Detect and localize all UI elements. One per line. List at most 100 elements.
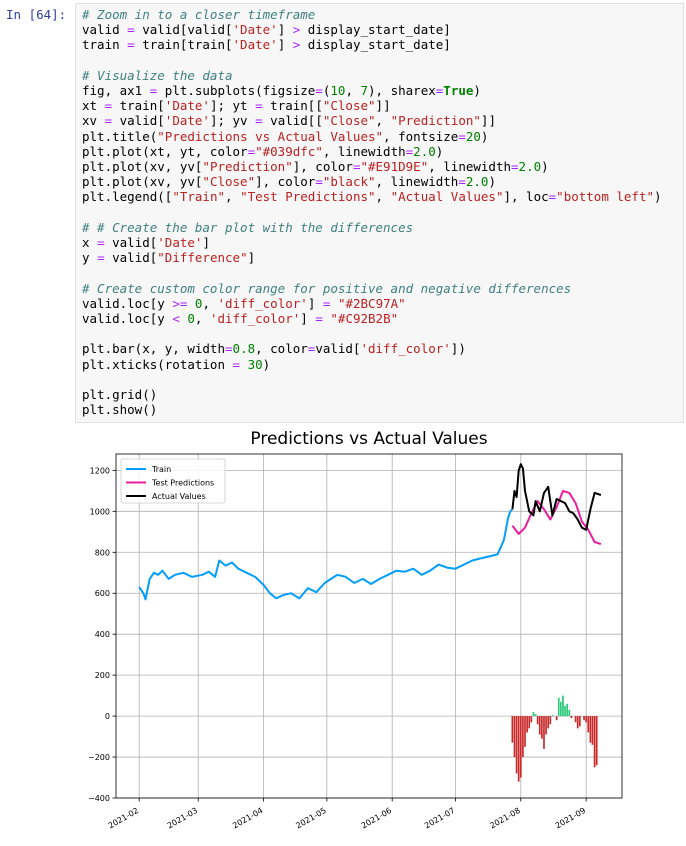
code-line: plt.plot(xv, yv["Close"], color="black",… bbox=[82, 174, 496, 189]
code-token: ], loc bbox=[503, 189, 549, 205]
difference-bar bbox=[511, 716, 514, 743]
code-token: "Predictions vs Actual Values" bbox=[157, 128, 384, 144]
code-token: "Close" bbox=[322, 98, 376, 114]
code-token: valid[[ bbox=[262, 113, 323, 129]
code-token: = bbox=[458, 128, 466, 144]
difference-bar bbox=[583, 716, 585, 721]
code-token: xv bbox=[82, 113, 105, 129]
code-token: 7 bbox=[360, 83, 369, 99]
y-tick-label: 1200 bbox=[90, 466, 110, 475]
code-line: plt.show() bbox=[82, 402, 157, 417]
code-token: plt.xticks(rotation bbox=[82, 356, 233, 372]
difference-bar bbox=[532, 712, 535, 717]
code-token: , bbox=[375, 113, 391, 129]
code-token: < bbox=[172, 311, 180, 327]
code-token: ) bbox=[262, 356, 271, 372]
code-line: x = valid['Date'] bbox=[82, 235, 210, 250]
code-line: plt.plot(xt, yt, color="#039dfc", linewi… bbox=[82, 144, 443, 159]
code-token: 2.0 bbox=[413, 143, 436, 159]
code-token: 'Date' bbox=[232, 22, 278, 38]
code-token: fig, ax1 bbox=[82, 83, 150, 99]
code-token: = bbox=[548, 189, 557, 205]
code-token: >= bbox=[172, 295, 188, 311]
x-tick-label: 2021-06 bbox=[360, 806, 393, 831]
code-token: = bbox=[255, 113, 263, 129]
code-token: plt.legend([ bbox=[82, 189, 173, 205]
code-token bbox=[187, 296, 195, 311]
y-tick-label: 0 bbox=[105, 712, 110, 721]
code-token: 'Date' bbox=[157, 235, 203, 251]
code-token: "Difference" bbox=[157, 250, 248, 266]
difference-bar bbox=[589, 716, 592, 743]
code-token: ], color bbox=[255, 174, 316, 190]
code-line: # Create custom color range for positive… bbox=[82, 281, 571, 296]
code-token: plt.show() bbox=[82, 402, 158, 418]
difference-bar bbox=[526, 716, 528, 733]
x-tick-label: 2021-09 bbox=[554, 806, 587, 831]
difference-bar bbox=[551, 715, 554, 717]
code-token: = bbox=[225, 341, 233, 357]
code-token: = bbox=[255, 98, 263, 114]
code-token: # # Create the bar plot with the differe… bbox=[82, 219, 414, 235]
code-token: , bbox=[202, 295, 218, 311]
code-token: 0.8 bbox=[232, 341, 256, 357]
difference-bar bbox=[513, 716, 516, 758]
difference-bar bbox=[528, 716, 531, 729]
code-token: ], color bbox=[292, 159, 353, 175]
code-line: valid = valid[valid['Date'] > display_st… bbox=[82, 22, 451, 37]
code-token: ] bbox=[300, 311, 316, 327]
code-line: valid.loc[y >= 0, 'diff_color'] = "#2BC9… bbox=[82, 296, 406, 311]
code-token: "Prediction" bbox=[202, 159, 293, 175]
difference-bar bbox=[587, 716, 590, 733]
difference-bar bbox=[519, 716, 522, 778]
code-token: 'Date' bbox=[164, 113, 210, 129]
code-token: = bbox=[315, 311, 323, 327]
code-token: 0 bbox=[187, 311, 195, 327]
difference-bar bbox=[564, 705, 566, 717]
code-line: xt = train['Date']; yt = train[["Close"]… bbox=[82, 98, 391, 113]
code-token: "Close" bbox=[322, 113, 376, 129]
code-token: , linewidth bbox=[428, 159, 512, 175]
code-token: = bbox=[104, 98, 113, 114]
code-token: > bbox=[292, 37, 301, 53]
code-line: # Visualize the data bbox=[82, 68, 233, 83]
code-token: 20 bbox=[465, 128, 481, 144]
code-text[interactable]: # Zoom in to a closer timeframe valid = … bbox=[82, 7, 662, 417]
x-tick-label: 2021-02 bbox=[107, 806, 140, 831]
code-line: # Zoom in to a closer timeframe bbox=[82, 7, 315, 22]
difference-bar bbox=[549, 716, 552, 725]
code-line: plt.grid() bbox=[82, 387, 157, 402]
code-token: valid[valid[ bbox=[134, 22, 233, 38]
code-token: ] bbox=[277, 22, 293, 38]
code-token: ]; yt bbox=[209, 98, 256, 114]
difference-bar bbox=[524, 716, 526, 747]
code-token: = bbox=[97, 235, 105, 251]
code-token: ) bbox=[488, 174, 496, 190]
code-token: ), sharex bbox=[368, 83, 436, 99]
difference-bar bbox=[595, 716, 598, 766]
code-line: valid.loc[y < 0, 'diff_color'] = "#C92B2… bbox=[82, 311, 398, 326]
code-token: = bbox=[232, 356, 241, 372]
y-tick-label: 1000 bbox=[90, 507, 110, 516]
difference-bar bbox=[585, 716, 588, 723]
y-tick-label: 200 bbox=[95, 671, 110, 680]
x-tick-label: 2021-07 bbox=[423, 806, 456, 831]
code-token: ]; yv bbox=[209, 113, 256, 129]
code-token: x bbox=[82, 235, 98, 251]
code-token: , bbox=[225, 189, 241, 205]
code-token: ] bbox=[307, 295, 323, 311]
code-token: ]) bbox=[450, 341, 466, 357]
code-token: "Close" bbox=[202, 174, 256, 190]
x-tick-label: 2021-08 bbox=[488, 806, 521, 831]
code-token bbox=[330, 296, 338, 311]
code-token: ) bbox=[473, 83, 481, 99]
difference-bar bbox=[536, 716, 539, 725]
code-line: train = train[train['Date'] > display_st… bbox=[82, 37, 451, 52]
difference-bar bbox=[562, 695, 564, 717]
code-token: "#C92B2B" bbox=[330, 311, 399, 327]
code-token: ] bbox=[247, 250, 256, 266]
code-cell-editor[interactable]: # Zoom in to a closer timeframe valid = … bbox=[75, 3, 684, 423]
code-token: ]] bbox=[375, 98, 391, 114]
code-token: valid[ bbox=[315, 341, 361, 357]
difference-bar bbox=[576, 716, 579, 729]
